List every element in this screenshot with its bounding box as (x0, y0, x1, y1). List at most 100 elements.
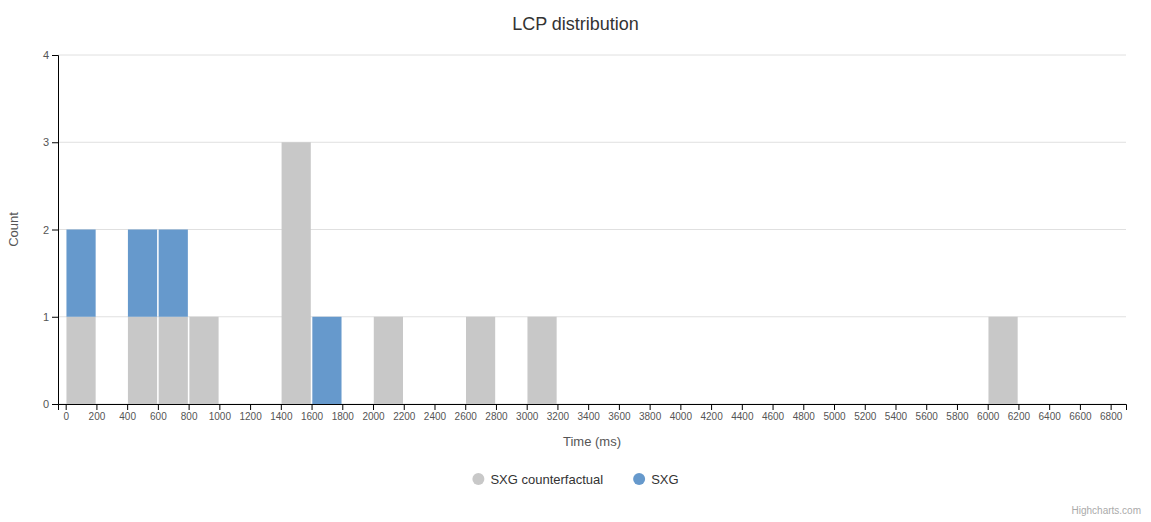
x-tick-mark (711, 404, 712, 410)
x-tick-mark (496, 404, 497, 410)
x-tick: 6800 (1100, 404, 1123, 422)
x-tick: 4400 (731, 404, 754, 422)
y-tick: 0 (43, 398, 58, 410)
grid-line (58, 142, 1126, 143)
x-tick-label: 3600 (608, 411, 631, 422)
x-tick-label: 5000 (823, 411, 846, 422)
x-tick: 400 (119, 404, 136, 422)
x-tick-mark (988, 404, 989, 410)
bar: SXG counterfactual: 1 (128, 317, 157, 404)
x-tick-label: 5200 (854, 411, 877, 422)
x-tick-label: 2000 (362, 411, 385, 422)
x-tick-mark (557, 404, 558, 410)
grid-line (58, 229, 1126, 230)
x-tick-mark (189, 404, 190, 410)
x-tick-label: 1000 (209, 411, 232, 422)
x-tick-label: 400 (119, 411, 136, 422)
x-tick-mark (926, 404, 927, 410)
x-tick: 3600 (608, 404, 631, 422)
x-tick-label: 2400 (424, 411, 447, 422)
legend-label: SXG (651, 472, 678, 487)
legend-marker (633, 473, 645, 485)
x-tick-mark (1049, 404, 1050, 410)
chart: SXG counterfactual: 1SXG counterfactual:… (0, 0, 1151, 522)
x-tick-label: 5600 (916, 411, 939, 422)
x-tick: 1800 (332, 404, 355, 422)
x-tick-label: 1800 (332, 411, 355, 422)
x-tick-mark (281, 404, 282, 410)
x-tick: 6200 (1008, 404, 1031, 422)
x-tick-mark (680, 404, 681, 410)
bar: SXG counterfactual: 1 (527, 317, 556, 404)
y-tick-mark (52, 404, 58, 405)
x-tick: 5000 (823, 404, 846, 422)
x-tick-mark (342, 404, 343, 410)
bar-series: SXG counterfactual: 1SXG counterfactual:… (66, 142, 1017, 404)
x-tick-label: 5400 (885, 411, 908, 422)
x-tick-label: 800 (181, 411, 198, 422)
y-tick-mark (52, 317, 58, 318)
x-tick-mark (773, 404, 774, 410)
x-tick-mark (588, 404, 589, 410)
bar: SXG counterfactual: 1 (189, 317, 218, 404)
x-tick: 3400 (578, 404, 601, 422)
x-tick: 1200 (239, 404, 262, 422)
y-tick-label: 4 (43, 49, 49, 61)
x-tick: 4200 (700, 404, 723, 422)
x-axis: 0200400600800100012001400160018002000220… (59, 404, 1127, 422)
x-tick-label: 1600 (301, 411, 324, 422)
x-tick-mark (1080, 404, 1081, 410)
x-tick-label: 5800 (946, 411, 969, 422)
x-tick-label: 6000 (977, 411, 1000, 422)
bar: SXG counterfactual: 1 (66, 317, 95, 404)
x-tick-label: 6800 (1100, 411, 1123, 422)
x-tick: 800 (181, 404, 198, 422)
x-tick-label: 4800 (793, 411, 816, 422)
x-tick-mark (957, 404, 958, 410)
bar: SXG: 1 (312, 317, 341, 404)
bar: SXG: 1 (66, 230, 95, 317)
title: LCP distribution (512, 14, 639, 34)
x-tick-mark (895, 404, 896, 410)
x-tick-mark (742, 404, 743, 410)
y-tick-mark (52, 230, 58, 231)
x-tick-label: 3400 (578, 411, 601, 422)
x-tick-label: 3800 (639, 411, 662, 422)
x-tick: 3200 (547, 404, 570, 422)
x-axis-title: Time (ms) (563, 434, 621, 449)
x-tick-label: 6400 (1039, 411, 1062, 422)
x-tick-label: 600 (150, 411, 167, 422)
bar: SXG counterfactual: 1 (159, 317, 188, 404)
x-tick: 600 (150, 404, 167, 422)
y-tick: 2 (43, 224, 58, 236)
x-tick: 2400 (424, 404, 447, 422)
x-tick-label: 3000 (516, 411, 539, 422)
x-tick: 1000 (209, 404, 232, 422)
x-tick-mark (1018, 404, 1019, 410)
x-tick-mark (803, 404, 804, 410)
legend-item: SXG (633, 472, 678, 487)
x-tick-label: 4600 (762, 411, 785, 422)
x-tick: 2000 (362, 404, 385, 422)
bar: SXG: 1 (128, 230, 157, 317)
y-axis-line (52, 56, 59, 405)
x-tick: 3000 (516, 404, 539, 422)
x-tick-label: 4200 (700, 411, 723, 422)
x-tick-mark (219, 404, 220, 410)
x-tick: 5800 (946, 404, 969, 422)
x-tick-label: 1400 (270, 411, 293, 422)
x-tick-label: 6600 (1069, 411, 1092, 422)
x-tick: 1400 (270, 404, 293, 422)
x-tick-mark (373, 404, 374, 410)
legend-label: SXG counterfactual (490, 472, 603, 487)
grid-line (58, 55, 1126, 56)
x-tick-label: 200 (89, 411, 106, 422)
y-tick-label: 1 (43, 311, 49, 323)
x-tick-mark (834, 404, 835, 410)
x-tick: 5600 (916, 404, 939, 422)
legend-item: SXG counterfactual (472, 472, 603, 487)
x-tick-mark (865, 404, 866, 410)
bar: SXG counterfactual: 1 (374, 317, 403, 404)
x-tick-mark (96, 404, 97, 410)
x-tick-label: 2800 (485, 411, 508, 422)
